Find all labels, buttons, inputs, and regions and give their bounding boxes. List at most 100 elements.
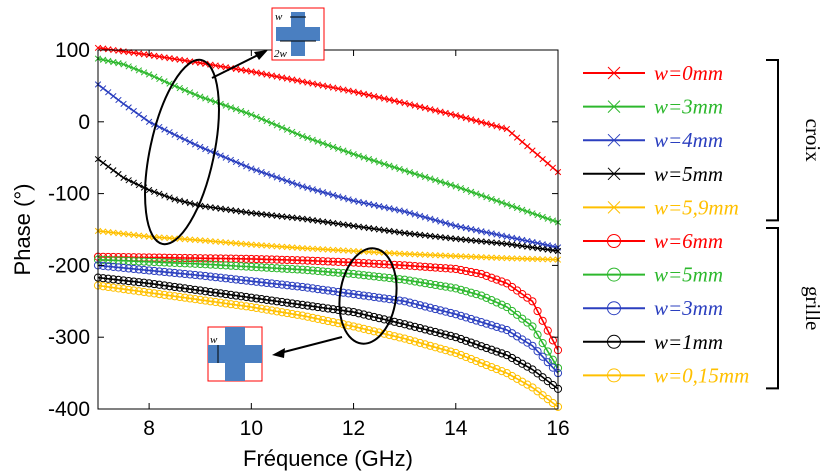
- data-point: [191, 254, 200, 263]
- x-tick-label: 10: [240, 417, 263, 440]
- data-point: [263, 170, 270, 178]
- data-point: [309, 136, 316, 143]
- data-point: [345, 247, 352, 254]
- data-point: [319, 140, 327, 147]
- data-point: [446, 264, 455, 273]
- data-point: [538, 391, 547, 400]
- data-point: [145, 118, 153, 125]
- data-point: [406, 250, 413, 258]
- data-point: [519, 236, 526, 244]
- data-point: [411, 251, 419, 258]
- data-point: [543, 347, 552, 356]
- data-point: [543, 394, 552, 404]
- data-point: [165, 291, 174, 300]
- data-point: [185, 284, 195, 294]
- data-point: [170, 282, 179, 292]
- data-point: [110, 58, 117, 66]
- data-point: [252, 303, 261, 313]
- data-point: [185, 253, 195, 263]
- y-tick-label: -200: [48, 254, 90, 277]
- data-point: [104, 255, 113, 265]
- data-point: [400, 297, 409, 306]
- data-point: [237, 262, 246, 271]
- data-point: [277, 280, 287, 289]
- data-point: [534, 211, 541, 219]
- data-point: [411, 102, 419, 109]
- data-point: [335, 85, 342, 92]
- data-point: [201, 260, 210, 269]
- series-line: [97, 258, 559, 369]
- data-point: [432, 107, 439, 114]
- data-point: [519, 242, 526, 250]
- data-point: [263, 71, 270, 78]
- data-point: [191, 295, 200, 304]
- data-point: [365, 200, 373, 208]
- data-point: [472, 268, 481, 278]
- data-point: [289, 128, 296, 136]
- data-point: [427, 251, 434, 259]
- data-point: [385, 316, 394, 325]
- data-point: [369, 327, 379, 336]
- data-point: [421, 325, 430, 334]
- data-point: [427, 175, 434, 182]
- data-point: [472, 316, 481, 325]
- data-point: [273, 243, 281, 250]
- data-point: [478, 253, 485, 261]
- data-point: [207, 97, 214, 104]
- data-point: [339, 257, 348, 267]
- data-point: [175, 253, 184, 263]
- data-point: [221, 299, 230, 308]
- data-point: [492, 275, 501, 284]
- data-point: [370, 225, 378, 232]
- data-point: [243, 67, 250, 74]
- data-point: [318, 315, 327, 325]
- data-point: [202, 145, 209, 153]
- data-point: [161, 54, 168, 61]
- data-point: [528, 322, 537, 331]
- data-point: [196, 254, 205, 263]
- data-point: [231, 261, 241, 271]
- data-point: [539, 256, 546, 263]
- data-point: [498, 240, 505, 247]
- data-point: [381, 227, 388, 234]
- data-point: [206, 254, 215, 263]
- data-point: [539, 245, 546, 253]
- data-point: [252, 277, 261, 286]
- data-point: [431, 304, 440, 314]
- data-point: [105, 89, 112, 96]
- data-point: [318, 267, 327, 276]
- data-point: [513, 310, 522, 319]
- data-point: [252, 263, 261, 272]
- plot-frame: [97, 49, 559, 410]
- data-point: [416, 172, 424, 179]
- x-tick-label: 8: [143, 417, 155, 440]
- data-point: [156, 234, 163, 241]
- data-point: [508, 203, 516, 210]
- data-point: [543, 326, 552, 335]
- data-point: [207, 148, 214, 155]
- data-point: [176, 197, 183, 204]
- data-point: [529, 147, 536, 154]
- data-point: [248, 111, 255, 118]
- data-point: [288, 299, 297, 308]
- data-point: [375, 203, 383, 210]
- legend-label: w=6mm: [654, 229, 723, 253]
- data-point: [436, 263, 445, 273]
- data-point: [207, 204, 214, 211]
- data-point: [405, 276, 414, 285]
- data-point: [160, 267, 169, 277]
- data-point: [135, 181, 143, 189]
- data-point: [278, 176, 286, 183]
- data-point: [273, 212, 281, 220]
- data-point: [329, 246, 337, 254]
- data-point: [528, 341, 537, 350]
- data-point: [482, 360, 491, 370]
- data-point: [467, 338, 476, 347]
- data-point: [135, 111, 143, 118]
- data-point: [186, 200, 194, 207]
- data-point: [202, 237, 209, 244]
- group-label: croix: [801, 119, 820, 163]
- data-point: [115, 96, 122, 104]
- data-point: [381, 204, 388, 211]
- data-point: [262, 295, 271, 304]
